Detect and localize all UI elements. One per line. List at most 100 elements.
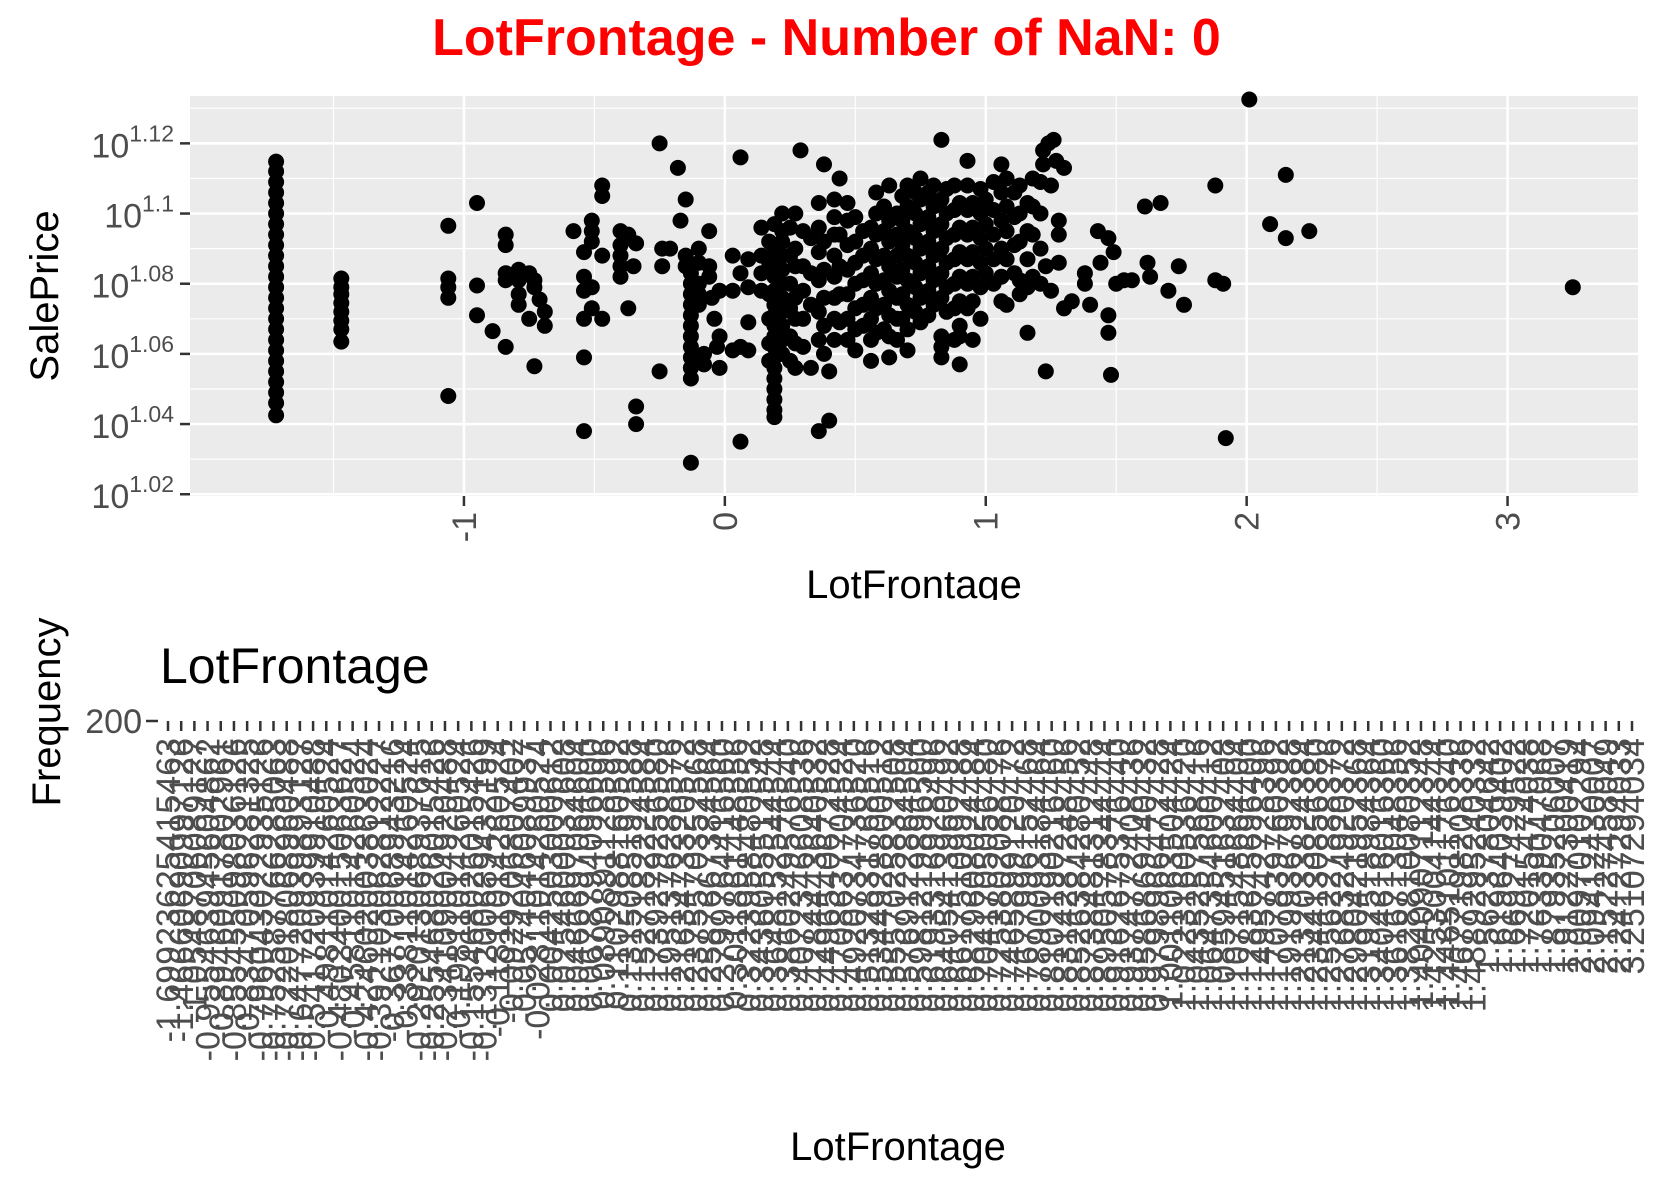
scatter-point <box>1092 254 1109 271</box>
scatter-point <box>1050 226 1067 243</box>
histogram-x-tick-label: -0.541720939910488 <box>295 738 333 1061</box>
y-tick-label: 101.04 <box>91 401 174 446</box>
scatter-point <box>1045 131 1062 148</box>
histogram-x-tick-label: 0.5769122864504 <box>889 738 927 1012</box>
histogram-x-tick-label: 2.00970102294 <box>1561 738 1599 974</box>
scatter-point <box>889 331 905 348</box>
scatter-point <box>672 212 689 229</box>
scatter-point <box>469 307 485 324</box>
scatter-point <box>816 156 832 173</box>
histogram-x-tick-label: -0.855455098036126 <box>216 738 254 1061</box>
scatter-point <box>1152 195 1169 211</box>
scatter-point <box>677 191 694 208</box>
scatter-point <box>740 279 757 296</box>
x-tick-label: 1 <box>968 512 1006 531</box>
histogram-x-tick-label: -0.480240015063627 <box>322 738 360 1061</box>
histogram-x-tick-label: -0.11811014260524 <box>480 738 518 1037</box>
scatter-point <box>959 177 976 194</box>
y-axis: 101.02 101.04 101.06 101.08 101.1 101.12 <box>91 120 190 516</box>
scatter-point <box>706 310 723 327</box>
histogram-x-tick-label: 1.0011063504424 <box>1152 738 1190 1010</box>
histogram-x-tick-label: 1.87935206007 <box>1535 738 1573 974</box>
x-tick-label: 2 <box>1229 512 1267 531</box>
scatter-point <box>933 131 950 148</box>
scatter-point <box>1160 282 1177 299</box>
scatter-point <box>521 310 538 327</box>
scatter-point <box>536 303 553 320</box>
scatter-point <box>711 359 728 376</box>
scatter-point <box>484 323 501 340</box>
scatter-point <box>826 331 843 348</box>
y-tick-label: 101.1 <box>104 191 174 236</box>
histogram-x-tick-label: 1.91227300419 <box>1548 738 1586 974</box>
scatter-point <box>625 258 642 275</box>
scatter-point <box>782 275 799 292</box>
histogram-x-tick-label: 1.2556227888376 <box>1311 738 1349 1012</box>
scatter-point <box>1142 268 1159 285</box>
x-tick-label: -1 <box>446 512 484 542</box>
histogram-x-tick-label: 0.7041705056480 <box>968 738 1006 1012</box>
histogram-x-tick-label: 0.3223958480552 <box>730 738 768 1012</box>
histogram-title: LotFrontage <box>160 638 430 694</box>
histogram-x-tick-label: 0.4284443640532 <box>796 738 834 1012</box>
scatter-point <box>881 349 898 366</box>
histogram-x-tick-label: 0.3860249576540 <box>770 738 808 1012</box>
scatter-point <box>774 261 791 278</box>
figure-title: LotFrontage - Number of NaN: 0 <box>432 9 1221 67</box>
scatter-point <box>701 268 718 285</box>
histogram-x-tick-label: 1.2768324920372 <box>1324 738 1362 1012</box>
scatter-point <box>497 338 514 355</box>
histogram-x-tick-label: 0.4072346608536 <box>783 738 821 1012</box>
scatter-point <box>787 205 804 222</box>
scatter-point <box>810 303 827 320</box>
histogram-x-tick-label: -0.33811014260524 <box>387 738 425 1040</box>
histogram-x-tick-label: 2.24127294033 <box>1601 738 1639 974</box>
scatter-point <box>1100 307 1117 324</box>
scatter-point <box>526 279 543 296</box>
histogram-x-tick-label: 0.7465899120472 <box>994 738 1032 1012</box>
scatter-point <box>536 317 553 334</box>
scatter-point <box>998 296 1015 313</box>
scatter-point <box>993 184 1010 201</box>
scatter-point <box>766 409 783 426</box>
scatter-point <box>531 291 548 308</box>
scatter-point <box>1019 324 1036 341</box>
scatter-point <box>1032 205 1049 222</box>
histogram-x-tick-label: -0.424602003863024 <box>348 738 386 1061</box>
histogram-x-tick-label: 0.4708637704524 <box>823 738 861 1012</box>
histogram-x-tick-label: 0.6829608024484 <box>955 738 993 1012</box>
scatter-point <box>594 247 611 264</box>
scatter-point <box>682 370 699 387</box>
y-tick-label: 101.02 <box>91 471 174 516</box>
scatter-point <box>912 170 929 187</box>
histogram-x-tick-label: 0.3436055512548 <box>744 738 782 1012</box>
scatter-point <box>899 342 916 359</box>
scatter-point <box>1063 293 1080 310</box>
scatter-point <box>497 237 514 254</box>
scatter-point <box>682 454 699 471</box>
scatter-point <box>740 342 757 359</box>
scatter-point <box>497 272 514 289</box>
histogram-x-tick-label: 1.72015474038 <box>1509 738 1547 974</box>
histogram-x-tick-label: 0.2799764416560 <box>704 738 742 1012</box>
scatter-point <box>1035 156 1052 173</box>
histogram-x-tick-label: 1.1495742728396 <box>1245 738 1283 1012</box>
histogram-x-tick-label: 0.7677996152468 <box>1007 738 1045 1012</box>
scatter-point <box>964 293 981 310</box>
histogram-x-tick-label: -0.83470596281325 <box>229 738 267 1042</box>
scatter-point <box>1019 251 1036 268</box>
histogram-x-tick-label: 0.0890891128596 <box>585 738 623 1010</box>
scatter-point <box>795 338 812 355</box>
histogram-x-tick-label: 1.0647354600412 <box>1192 738 1230 1012</box>
scatter-point <box>1011 177 1028 194</box>
scatter-point <box>711 328 728 345</box>
histogram-x-tick-label: -1.46660690997126 <box>163 738 201 1042</box>
scatter-point <box>594 188 611 204</box>
scatter-point <box>333 321 350 338</box>
scatter-point <box>651 363 668 380</box>
histogram-x-tick-label: 1.2344130856380 <box>1298 738 1336 1012</box>
histogram-x-tick-label: 0.8102190216460 <box>1034 738 1072 1012</box>
scatter-point <box>740 314 757 331</box>
scatter-point <box>732 149 749 166</box>
scatter-point <box>1105 244 1122 261</box>
